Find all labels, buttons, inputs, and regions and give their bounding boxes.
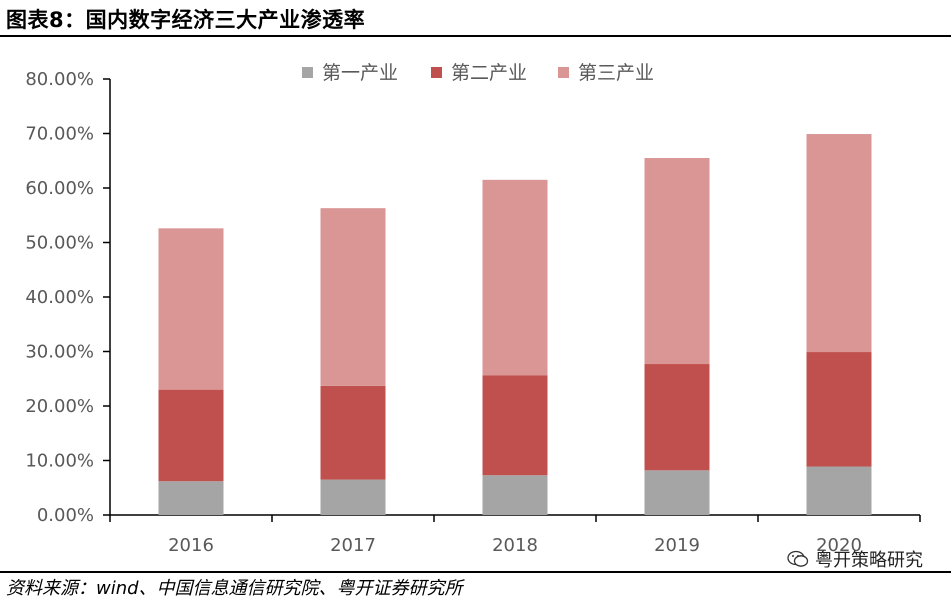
bar-segment <box>482 475 548 515</box>
watermark-text: 粤开策略研究 <box>815 550 923 571</box>
legend-label: 第三产业 <box>578 62 654 84</box>
legend-label: 第二产业 <box>451 62 527 84</box>
bar-segment <box>806 352 872 467</box>
bar-segment <box>644 158 710 365</box>
bar-segment <box>320 385 386 480</box>
bar-segment <box>644 470 710 515</box>
y-tick-label: 60.00% <box>25 178 94 199</box>
stacked-bar-chart: 0.00% 10.00% 20.00% 30.00% 40.00% 50.00% 60.00… <box>25 62 921 556</box>
bar-segment <box>320 208 386 386</box>
legend-swatch <box>431 67 442 78</box>
footer-divider <box>0 571 951 573</box>
title-divider <box>0 35 951 37</box>
y-tick-label: 80.00% <box>25 69 94 90</box>
y-tick-label: 40.00% <box>25 287 94 308</box>
bar-segment <box>482 179 548 376</box>
bar-segment <box>806 466 872 515</box>
y-tick-label: 70.00% <box>25 124 94 145</box>
watermark: 粤开策略研究 <box>787 546 923 572</box>
legend-swatch <box>302 67 313 78</box>
wechat-icon <box>787 550 809 567</box>
x-tick-label: 2016 <box>168 535 214 556</box>
y-tick-label: 50.00% <box>25 233 94 254</box>
chart-area: 0.00% 10.00% 20.00% 30.00% 40.00% 50.00% 60.00… <box>20 40 941 565</box>
bar-segment <box>806 134 872 353</box>
y-tick-label: 30.00% <box>25 342 94 363</box>
bar-segment <box>482 375 548 476</box>
y-tick-label: 10.00% <box>25 451 94 472</box>
x-tick-label: 2019 <box>654 535 700 556</box>
x-tick-label: 2020 <box>816 535 862 556</box>
x-tick-label: 2018 <box>492 535 538 556</box>
x-tick-label: 2017 <box>330 535 376 556</box>
source-note: 资料来源：wind、中国信息通信研究院、粤开证券研究所 <box>6 578 463 599</box>
chart-title: 图表8：国内数字经济三大产业渗透率 <box>6 8 366 32</box>
legend-label: 第一产业 <box>322 62 398 84</box>
bar-segment <box>158 389 224 482</box>
legend-swatch <box>558 67 569 78</box>
bar-segment <box>158 228 224 390</box>
y-tick-label: 0.00% <box>37 505 94 526</box>
bar-segment <box>644 364 710 471</box>
bar-segment <box>320 479 386 515</box>
y-tick-label: 20.00% <box>25 396 94 417</box>
bar-segment <box>158 481 224 515</box>
